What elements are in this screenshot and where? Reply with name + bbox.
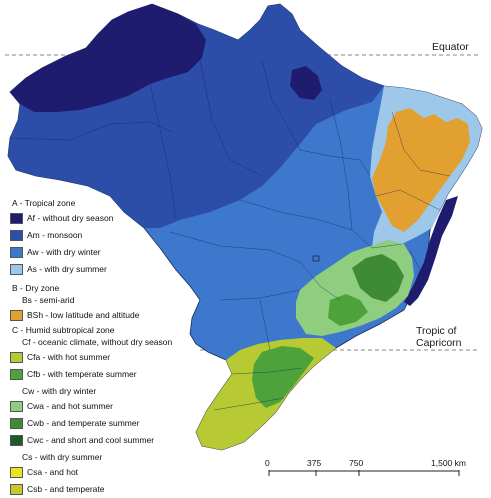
region-cfb-south [252,346,314,408]
legend-heading-dry: B - Dry zone [12,283,60,293]
legend-label: Am - monsoon [27,230,83,240]
legend-item-bsh: BSh - low latitude and altitude [10,307,204,323]
legend-swatch [10,466,23,478]
legend-label: Csb - and temperate [27,484,105,494]
legend-swatch [10,263,23,275]
legend-item-cwb: Cwb - and temperate summer [10,415,204,431]
region-cfb-north [328,294,368,326]
scale-bar: 0 375 750 1,500 km [263,458,479,476]
region-cwb [352,254,404,302]
legend-label: BSh - low latitude and altitude [27,310,140,320]
federal-district-marker [312,255,320,262]
legend-label: Aw - with dry winter [27,247,101,257]
legend-subheading-cf: Cf - oceanic climate, without dry season [22,337,173,347]
legend-item-cwc: Cwc - and short and cool summer [10,432,204,448]
scale-bar-graphic [268,470,460,476]
region-af-coast [404,196,458,306]
region-af-northwest [10,4,206,112]
tropic-of-capricorn-label: Tropic of Capricorn [416,325,462,349]
legend-heading-tropical: A - Tropical zone [12,198,76,208]
tropic-label-line2: Capricorn [416,337,462,349]
legend-swatch [10,368,23,380]
state-boundaries [9,59,451,411]
legend-label: As - with dry summer [27,264,107,274]
legend-swatch [10,434,23,446]
legend-item-cwa: Cwa - and hot summer [10,398,204,414]
legend-label: Cwb - and temperate summer [27,418,140,428]
brazil-climate-map [5,3,483,451]
legend-swatch [10,351,23,363]
scale-tick-label: 1,500 km [431,458,466,468]
legend-label: Csa - and hot [27,467,79,477]
legend-item-aw: Aw - with dry winter [10,244,204,260]
legend-item-csb: Csb - and temperate [10,481,204,497]
legend-item-am: Am - monsoon [10,227,204,243]
legend-swatch [10,483,23,495]
legend-swatch [10,212,23,224]
region-af-amapa [290,66,322,100]
legend-label: Cwa - and hot summer [27,401,113,411]
legend-swatch [10,309,23,321]
legend-label: Af - without dry season [27,213,114,223]
legend-subheading-cs: Cs - with dry summer [22,452,103,462]
legend-swatch [10,400,23,412]
legend-label: Cwc - and short and cool summer [27,435,155,445]
legend-swatch [10,417,23,429]
legend-item-af: Af - without dry season [10,210,204,226]
climate-legend: A - Tropical zone Af - without dry seaso… [4,196,204,498]
legend-item-cfa: Cfa - with hot summer [10,349,204,365]
legend-swatch [10,229,23,241]
legend-item-cfb: Cfb - with temperate summer [10,366,204,382]
scale-tick-label: 375 [307,458,322,468]
scale-tick-label: 0 [265,458,270,468]
scale-tick-label: 750 [349,458,364,468]
legend-label: Cfb - with temperate summer [27,369,137,379]
legend-swatch [10,246,23,258]
legend-subheading-bs: Bs - semi-arid [22,295,75,305]
legend-item-csa: Csa - and hot [10,464,204,480]
legend-heading-humid: C - Humid subtropical zone [12,325,115,335]
tropic-label-line1: Tropic of [416,325,457,337]
legend-subheading-cw: Cw - with dry winter [22,386,97,396]
legend-label: Cfa - with hot summer [27,352,111,362]
equator-label: Equator [432,41,469,53]
legend-item-as: As - with dry summer [10,261,204,277]
